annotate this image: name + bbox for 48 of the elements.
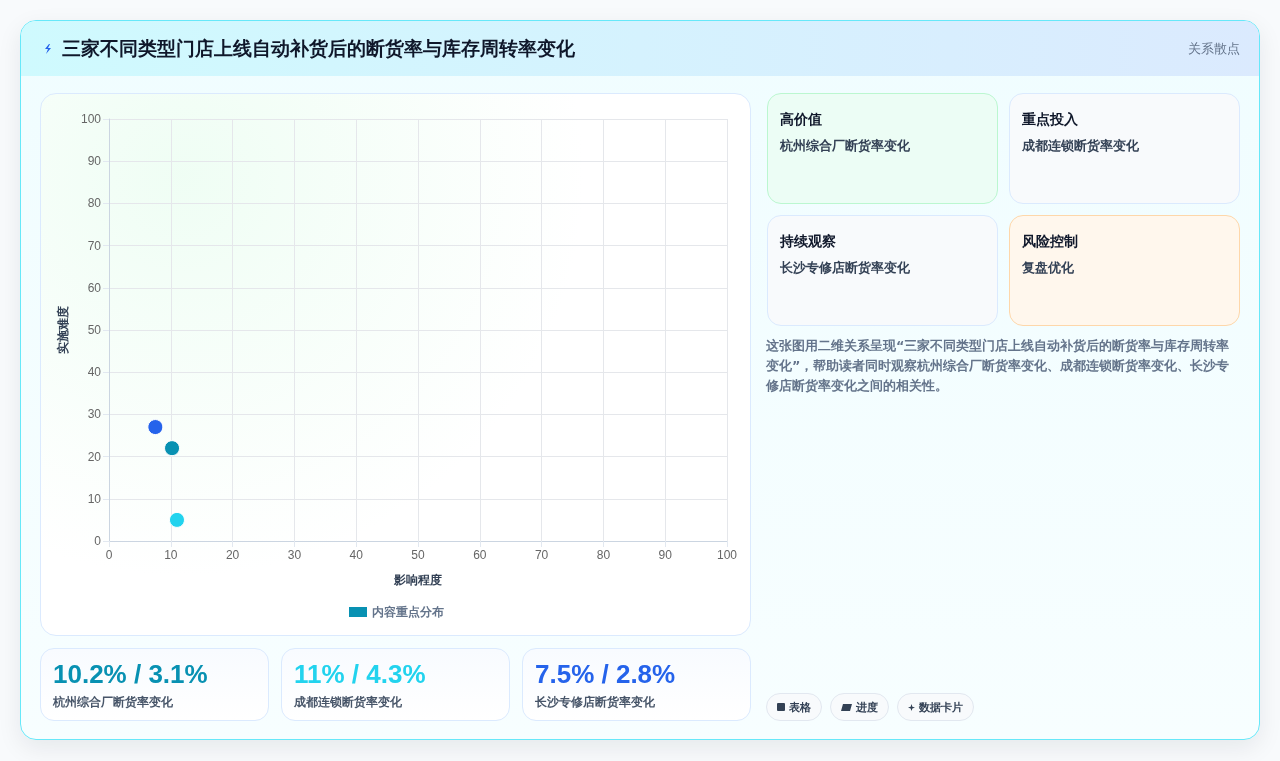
y-axis-title: 实施难度 xyxy=(56,306,70,354)
point xyxy=(164,440,181,457)
text: 持续观察 xyxy=(780,232,836,250)
text: 重点投入 xyxy=(1022,110,1078,128)
text: 长沙专修店断货率变化 xyxy=(780,260,910,276)
point xyxy=(147,419,164,436)
text: 10.2% / 3.1% xyxy=(53,659,208,689)
text: 复盘优化 xyxy=(1022,260,1074,276)
legend-label: 内容重点分布 xyxy=(372,605,444,619)
text: 长沙专修店断货率变化 xyxy=(535,694,655,710)
y-tick-label: 90 xyxy=(87,154,102,169)
text: 进度 xyxy=(856,699,878,715)
x-tick-label: 40 xyxy=(349,548,364,562)
y-tick-label: 30 xyxy=(87,407,102,422)
y-tick-label: 20 xyxy=(87,449,102,464)
point xyxy=(169,511,185,528)
x-tick-label: 100 xyxy=(716,548,738,562)
text: 表格 xyxy=(789,699,811,715)
text: 风险控制 xyxy=(1022,232,1078,250)
y-tick-label: 10 xyxy=(87,491,102,506)
y-tick-label: 100 xyxy=(80,112,102,126)
x-tick-label: 70 xyxy=(534,548,549,562)
y-tick-label: 80 xyxy=(87,196,102,211)
x-tick-label: 50 xyxy=(411,548,425,562)
y-tick-label: 70 xyxy=(87,238,102,253)
x-tick-label: 90 xyxy=(658,548,673,562)
text: 11% / 4.3% xyxy=(294,659,426,689)
y-tick-label: 40 xyxy=(87,365,102,380)
text: 高价值 xyxy=(780,110,822,128)
text: 关系散点 xyxy=(1188,40,1240,57)
x-tick-label: 20 xyxy=(225,548,240,562)
y-tick-label: 60 xyxy=(87,280,102,295)
x-axis-title: 影响程度 xyxy=(393,573,442,587)
y-tick-label: 50 xyxy=(87,323,102,337)
text: 7.5% / 2.8% xyxy=(535,659,676,689)
y-tick-label: 0 xyxy=(94,534,102,548)
x-tick-label: 30 xyxy=(287,548,302,562)
text: 成都连锁断货率变化 xyxy=(294,694,402,710)
text: 这张图用二维关系呈现“三家不同类型门店上线自动补货后的断货率与库存周转率变化”，帮助读者同时观察杭州综合厂断货率变化、成都连锁断货率变化、长沙专修店断货率变化之间的相关性。 xyxy=(766,337,1231,395)
text: 数据卡片 xyxy=(919,699,963,715)
text: 杭州综合厂断货率变化 xyxy=(53,694,173,710)
x-tick-label: 60 xyxy=(473,548,487,562)
text: 成都连锁断货率变化 xyxy=(1022,138,1139,154)
x-tick-label: 80 xyxy=(596,548,611,562)
x-tick-label: 0 xyxy=(105,548,113,562)
chart-title: 三家不同类型门店上线自动补货后的断货率与库存周转率变化 xyxy=(62,37,575,61)
text: 杭州综合厂断货率变化 xyxy=(780,138,910,154)
x-tick-label: 10 xyxy=(164,548,178,562)
